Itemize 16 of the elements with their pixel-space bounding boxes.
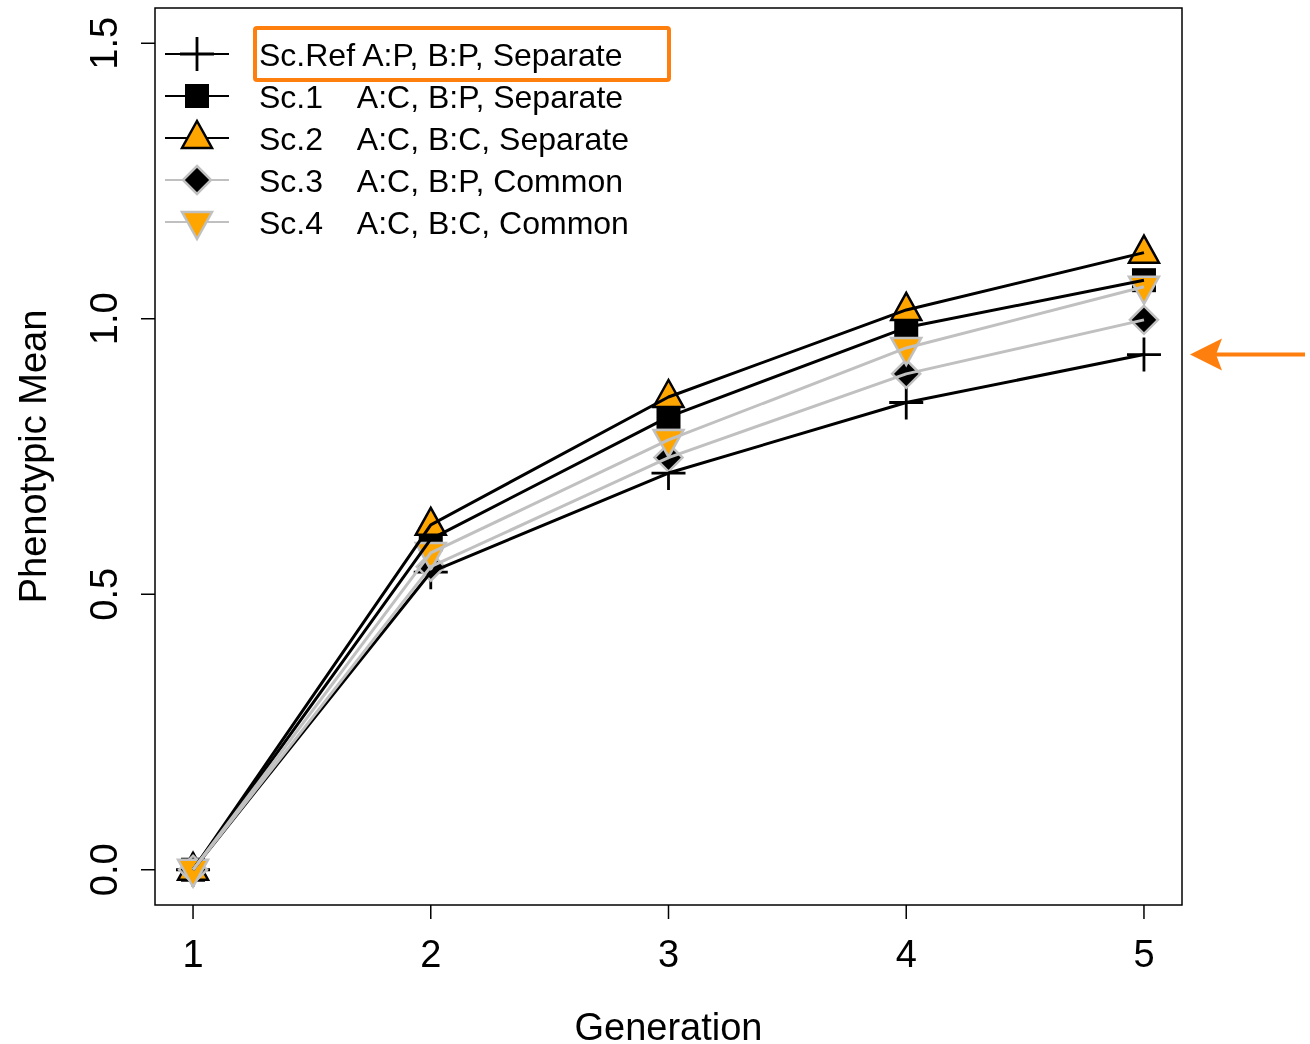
legend-label: Sc.2 A:C, B:C, Separate	[259, 121, 629, 157]
x-tick-label: 5	[1133, 933, 1155, 975]
x-tick-label: 4	[895, 933, 917, 975]
y-tick-label: 1.5	[83, 16, 125, 70]
legend-label: Sc.4 A:C, B:C, Common	[259, 205, 629, 241]
legend-label: Sc.Ref A:P, B:P, Separate	[259, 37, 623, 73]
x-tick-label: 3	[657, 933, 680, 975]
x-tick-label: 2	[420, 933, 442, 975]
x-axis-title: Generation	[574, 1006, 763, 1044]
y-tick-label: 0.5	[83, 567, 125, 621]
legend-label: Sc.3 A:C, B:P, Common	[259, 163, 623, 199]
y-tick-label: 0.0	[83, 843, 125, 897]
y-tick-label: 1.0	[83, 292, 125, 346]
legend-label: Sc.1 A:C, B:P, Separate	[259, 79, 624, 115]
x-tick-label: 1	[182, 933, 204, 975]
y-axis-title: Phenotypic Mean	[12, 309, 54, 604]
